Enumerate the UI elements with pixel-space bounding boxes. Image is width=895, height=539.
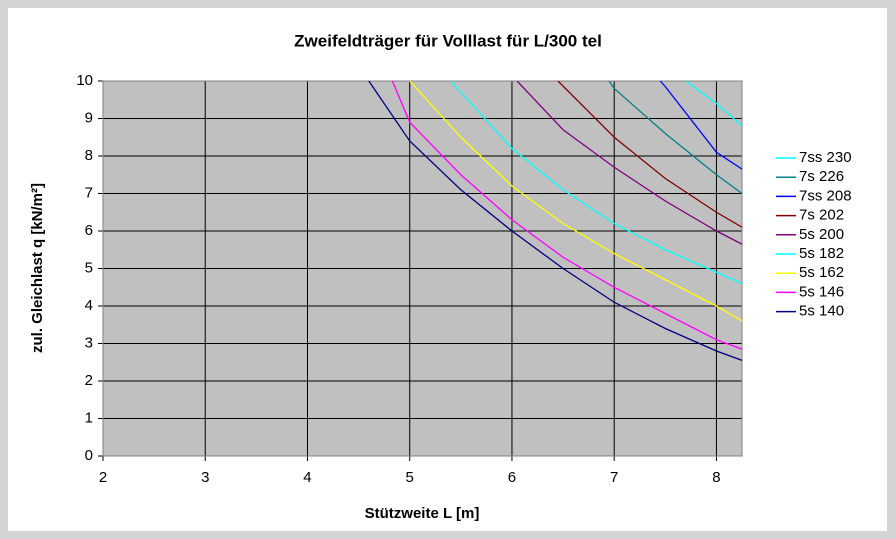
series-line: [391, 81, 742, 350]
legend-label: 5s 140: [799, 303, 844, 320]
x-tick-label: 6: [508, 469, 516, 486]
y-tick-label: 10: [76, 72, 93, 89]
series-line: [557, 81, 742, 228]
legend-label: 7s 202: [799, 207, 844, 224]
chart-title: Zweifeldträger für Volllast für L/300 te…: [294, 31, 602, 50]
y-tick-label: 4: [85, 297, 93, 314]
x-tick-label: 7: [610, 469, 618, 486]
x-axis-label: Stützweite L [m]: [365, 505, 480, 522]
series-line: [368, 81, 742, 361]
x-tick-label: 4: [303, 469, 311, 486]
y-axis-label: zul. Gleichlast q [kN/m²]: [29, 183, 46, 353]
series-line: [608, 81, 742, 195]
legend-label: 7ss 208: [799, 187, 852, 204]
series-line: [450, 81, 742, 285]
x-tick-label: 5: [406, 469, 414, 486]
series-line: [659, 81, 742, 170]
y-tick-label: 1: [85, 409, 93, 426]
y-tick-label: 5: [85, 259, 93, 276]
x-tick-label: 2: [99, 469, 107, 486]
y-tick-label: 0: [85, 447, 93, 464]
y-tick-label: 6: [85, 222, 93, 239]
legend-label: 7s 226: [799, 168, 844, 185]
legend-label: 5s 146: [799, 283, 844, 300]
x-tick-label: 8: [712, 469, 720, 486]
plot-border: [102, 80, 743, 457]
y-tick-label: 8: [85, 147, 93, 164]
series-line: [516, 81, 742, 245]
legend-label: 5s 182: [799, 245, 844, 262]
y-tick-label: 3: [85, 334, 93, 351]
legend-label: 7ss 230: [799, 149, 852, 166]
y-tick-label: 9: [85, 109, 93, 126]
series-group: [368, 81, 742, 361]
legend-label: 5s 200: [799, 226, 844, 243]
y-tick-label: 7: [85, 184, 93, 201]
series-line: [685, 81, 742, 127]
legend-label: 5s 162: [799, 264, 844, 281]
series-line: [409, 81, 742, 322]
x-tick-label: 3: [201, 469, 209, 486]
y-tick-label: 2: [85, 372, 93, 389]
